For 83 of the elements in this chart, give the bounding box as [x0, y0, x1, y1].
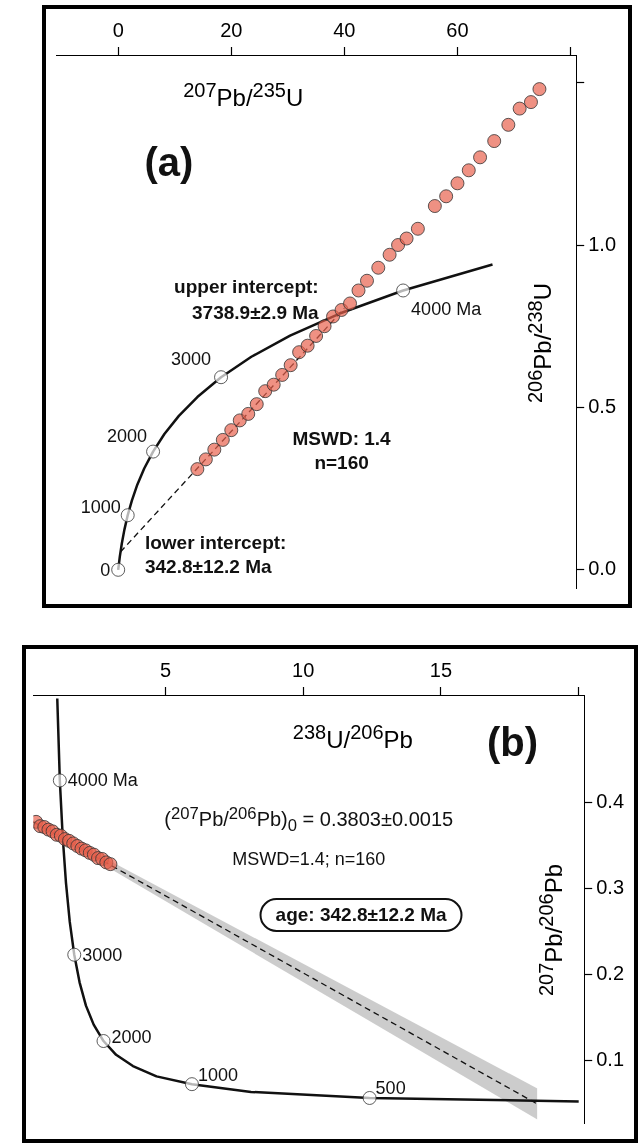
point	[396, 283, 411, 298]
point	[371, 260, 386, 275]
point	[362, 1091, 377, 1105]
annotation: 3738.9±2.9 Ma	[192, 301, 319, 324]
annotation: (a)	[144, 139, 194, 185]
annotation: 4000 Ma	[411, 298, 482, 320]
x-tick-label: 0	[112, 18, 124, 41]
point	[103, 857, 118, 872]
point	[67, 947, 82, 962]
point	[198, 452, 213, 467]
annotation: 3000	[82, 944, 123, 966]
y-tick-label: 0.0	[588, 557, 617, 580]
x-tick-label: 60	[446, 18, 469, 41]
point	[96, 1034, 111, 1048]
x-tick-label: 5	[159, 658, 172, 681]
x-tick-label: 15	[429, 658, 453, 681]
point	[190, 462, 205, 477]
point	[450, 176, 465, 191]
annotation: 4000 Ma	[67, 769, 138, 791]
point	[317, 319, 332, 334]
point	[111, 562, 126, 577]
point	[461, 163, 476, 178]
annotation: 500	[375, 1077, 406, 1099]
point	[382, 247, 397, 262]
point	[343, 296, 357, 311]
point	[52, 773, 67, 788]
annotation: 2000	[111, 1026, 152, 1048]
point	[249, 397, 264, 412]
point	[309, 329, 323, 343]
point	[215, 432, 230, 447]
point	[512, 101, 527, 116]
annotation: upper intercept:	[174, 276, 319, 299]
point	[292, 345, 307, 360]
point	[300, 338, 315, 353]
annotation: 342.8±12.2 Ma	[144, 555, 272, 578]
point	[524, 95, 538, 109]
point	[283, 358, 298, 373]
annotation: MSWD=1.4; n=160	[232, 848, 386, 870]
y-tick-label: 0.4	[596, 789, 625, 812]
point	[501, 117, 516, 132]
annotation: 3000	[171, 348, 212, 370]
y-tick-label: 0.5	[588, 394, 617, 417]
point	[427, 199, 442, 213]
point	[275, 368, 290, 382]
point	[410, 221, 425, 236]
y-tick-label: 0.3	[596, 875, 625, 898]
point	[326, 309, 340, 324]
annotation: MSWD: 1.4	[292, 427, 391, 450]
point	[334, 303, 349, 317]
point	[532, 82, 547, 96]
point	[241, 407, 256, 421]
point	[258, 384, 273, 399]
annotation: ($^{207}$Pb/$^{206}$Pb)$_{0}$ = 0.3803±0.0015	[164, 803, 454, 837]
point	[224, 423, 239, 438]
point	[399, 231, 414, 246]
x-axis-title: $^{238}$U/$^{206}$Pb	[292, 720, 413, 754]
annotation: lower intercept:	[144, 531, 287, 554]
point	[360, 273, 374, 288]
point	[473, 150, 487, 165]
point	[185, 1077, 199, 1092]
annotation: (b)	[487, 719, 539, 765]
point	[214, 370, 228, 385]
annotation: 1000	[80, 496, 121, 518]
point	[207, 442, 222, 457]
annotation: 0	[100, 559, 111, 581]
annotation: 1000	[197, 1064, 238, 1086]
point	[439, 189, 454, 204]
point	[120, 508, 135, 523]
annotation: n=160	[314, 451, 369, 474]
point	[266, 377, 281, 392]
point	[351, 283, 366, 298]
point	[146, 444, 160, 459]
point	[487, 134, 502, 148]
annotation: 2000	[107, 425, 148, 447]
x-tick-label: 20	[220, 18, 243, 41]
annotation: age: 342.8±12.2 Ma	[259, 897, 463, 932]
y-tick-label: 0.1	[596, 1048, 625, 1071]
x-axis-title: $^{207}$Pb/$^{235}$U	[183, 78, 304, 112]
y-tick-label: 0.2	[596, 962, 625, 985]
x-tick-label: 10	[292, 658, 315, 681]
x-tick-label: 40	[333, 18, 356, 41]
point	[391, 238, 405, 252]
y-tick-label: 1.0	[588, 232, 617, 255]
